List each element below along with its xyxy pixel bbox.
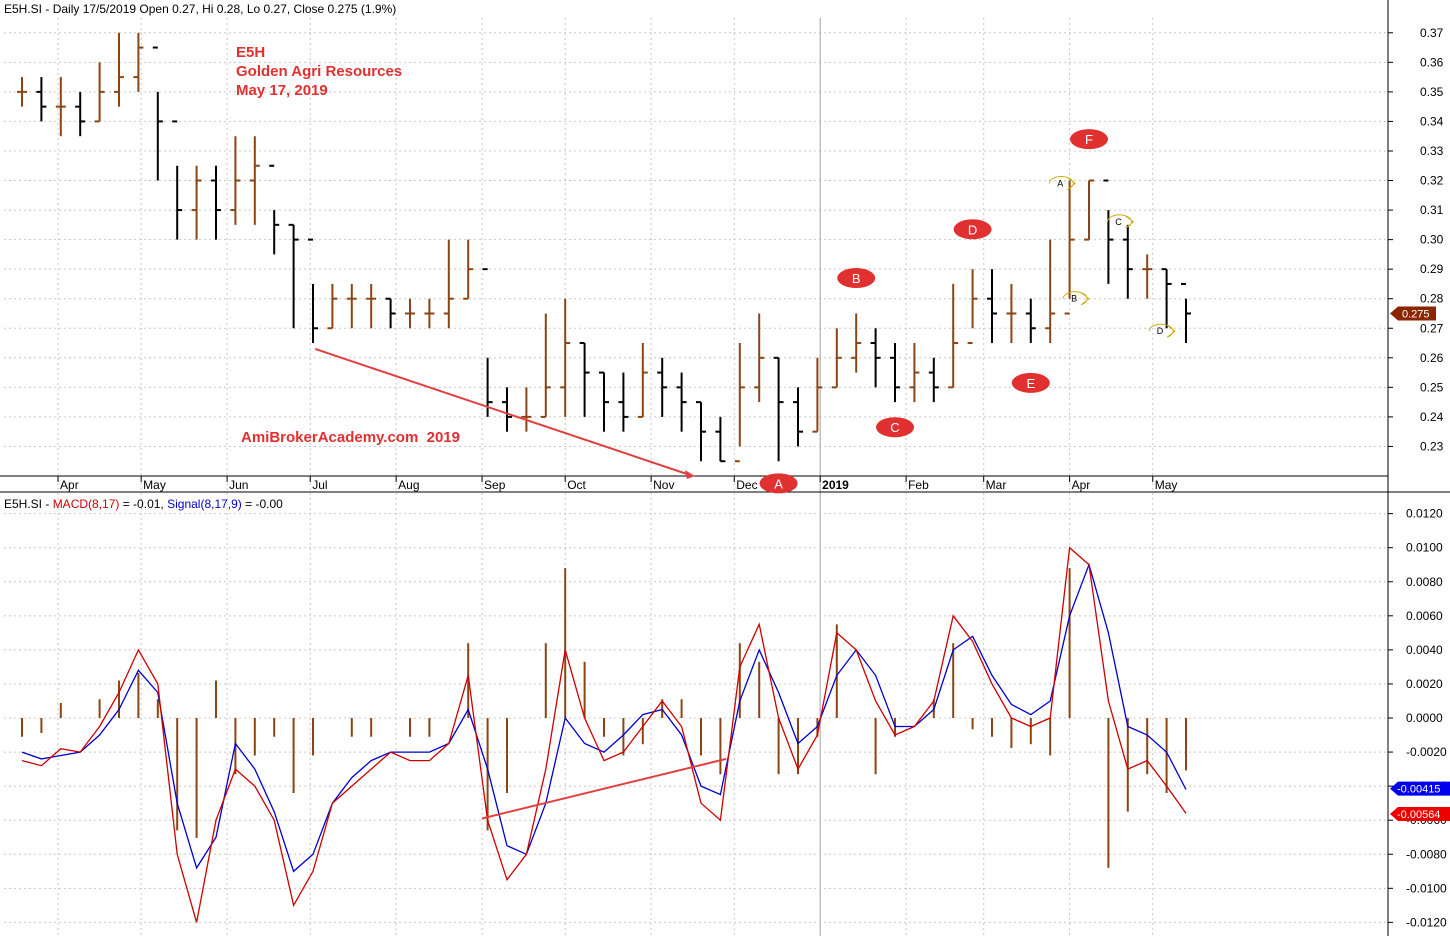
last-macd-label: -0.00564 [1397, 809, 1440, 821]
price-tick-label: 0.33 [1420, 144, 1444, 158]
price-tick-label: 0.29 [1420, 262, 1444, 276]
macd-trendline [481, 757, 727, 820]
red-marker-label: B [852, 271, 861, 286]
price-tick-label: 0.30 [1420, 233, 1444, 247]
header-ohlc: Open 0.27, Hi 0.28, Lo 0.27, Close 0.275… [139, 2, 396, 16]
yellow-marker-A [1048, 176, 1076, 190]
macd-tick-label: 0.0100 [1406, 541, 1443, 555]
price-tick-label: 0.27 [1420, 321, 1444, 335]
month-tick-label: May [143, 478, 166, 492]
watermark: AmiBrokerAcademy.com 2019 [241, 429, 460, 446]
price-tick-label: 0.35 [1420, 85, 1444, 99]
red-marker-label: F [1085, 132, 1093, 147]
macd-header-symbol: E5H.SI [4, 497, 42, 511]
month-tick-label: Nov [653, 478, 674, 492]
last-signal-tag [1390, 781, 1450, 796]
red-marker-label: E [1026, 376, 1035, 391]
annotation-ticker: E5H [236, 44, 265, 61]
red-marker-B [837, 268, 876, 289]
macd-tick-label: -0.0120 [1406, 915, 1447, 929]
macd-tick-label: 0.0020 [1406, 677, 1443, 691]
last-signal-label: -0.00415 [1397, 784, 1440, 796]
red-marker-label: C [890, 420, 899, 435]
red-marker-label: D [968, 222, 977, 237]
month-tick-label: Sep [484, 478, 506, 492]
price-tick-label: 0.34 [1420, 114, 1444, 128]
price-tick-label: 0.36 [1420, 55, 1444, 69]
macd-header-value: = -0.01, [123, 497, 164, 511]
month-tick-label: Apr [1072, 478, 1091, 492]
price-tick-label: 0.28 [1420, 292, 1444, 306]
month-tick-label: Apr [60, 478, 79, 492]
macd-pane [21, 546, 1187, 923]
header-period: Daily 17/5/2019 [53, 2, 137, 16]
price-tick-label: 0.23 [1420, 439, 1444, 453]
price-bars [17, 32, 1191, 463]
last-macd-tag [1390, 807, 1450, 822]
red-marker-C [876, 417, 914, 438]
macd-tick-label: 0.0120 [1406, 507, 1443, 521]
macd-tick-label: -0.0100 [1406, 881, 1447, 895]
price-trendline [314, 347, 694, 477]
price-tick-label: 0.32 [1420, 174, 1444, 188]
month-tick-label: Aug [398, 478, 419, 492]
macd-tick-label: 0.0040 [1406, 643, 1443, 657]
macd-tick-label: -0.0080 [1406, 847, 1447, 861]
month-tick-label: Dec [736, 478, 757, 492]
annotation-date: May 17, 2019 [236, 82, 328, 99]
macd-tick-label: 0.0060 [1406, 609, 1443, 623]
last-price-tag [1390, 306, 1436, 321]
price-tick-label: 0.25 [1420, 380, 1444, 394]
annotations: A B C D E F A B C D [314, 129, 1176, 820]
yellow-marker-B [1062, 291, 1090, 306]
month-tick-label: May [1155, 478, 1178, 492]
price-tick-label: 0.26 [1420, 351, 1444, 365]
price-tick-label: 0.31 [1420, 203, 1444, 217]
yellow-marker-label: D [1157, 326, 1164, 336]
month-tick-label: Jun [229, 478, 248, 492]
red-marker-label: A [774, 476, 783, 491]
price-tick-label: 0.37 [1420, 26, 1444, 40]
yellow-marker-C [1107, 214, 1135, 229]
signal-line [21, 562, 1187, 873]
month-tick-label: Jul [312, 478, 327, 492]
macd-header-label: MACD(8,17) [53, 497, 120, 511]
price-header: E5H.SI - Daily 17/5/2019 Open 0.27, Hi 0… [4, 2, 396, 16]
red-marker-D [953, 219, 992, 240]
price-trendline-arrow [684, 470, 695, 479]
yellow-marker-label: C [1115, 217, 1122, 227]
macd-tick-label: -0.0020 [1406, 745, 1447, 759]
signal-header-value: = -0.00 [245, 497, 283, 511]
red-marker-E [1011, 372, 1050, 393]
annotation-company: Golden Agri Resources [236, 63, 402, 80]
month-tick-label: 2019 [822, 478, 849, 492]
signal-header-label: Signal(8,17,9) [167, 497, 242, 511]
macd-line [21, 546, 1187, 923]
month-tick-label: Feb [908, 478, 929, 492]
red-marker-F [1070, 129, 1108, 150]
price-tick-label: 0.24 [1420, 410, 1444, 424]
yellow-marker-label: A [1057, 178, 1063, 188]
month-tick-label: Oct [567, 478, 586, 492]
yellow-marker-label: B [1071, 294, 1077, 304]
red-marker-A [759, 473, 798, 494]
macd-header: E5H.SI - MACD(8,17) = -0.01, Signal(8,17… [4, 497, 283, 511]
last-price-label: 0.275 [1402, 308, 1430, 320]
macd-tick-label: 0.0080 [1406, 575, 1443, 589]
yellow-marker-D [1148, 323, 1176, 338]
macd-tick-label: 0.0000 [1406, 711, 1443, 725]
header-symbol: E5H.SI [4, 2, 42, 16]
month-tick-label: Mar [986, 478, 1007, 492]
